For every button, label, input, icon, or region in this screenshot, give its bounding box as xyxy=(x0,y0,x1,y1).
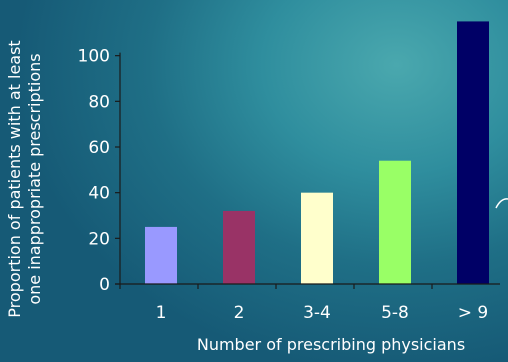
x-category-label: 3-4 xyxy=(303,303,331,323)
y-axis-title-line-1: Proportion of patients with at least xyxy=(5,40,24,317)
x-category-label: > 9 xyxy=(458,303,488,323)
x-axis-title: Number of prescribing physicians xyxy=(197,335,465,354)
bar-3 xyxy=(301,192,333,284)
y-tick-label: 40 xyxy=(88,184,110,204)
bar-1 xyxy=(145,226,177,284)
y-tick-label: 20 xyxy=(88,229,110,249)
bar-2 xyxy=(223,210,255,284)
y-tick-label: 100 xyxy=(78,47,110,67)
x-category-label: 2 xyxy=(234,303,245,323)
y-tick-label: 0 xyxy=(99,275,110,295)
y-tick-label: 80 xyxy=(88,92,110,112)
bars-group xyxy=(145,21,489,285)
x-category-label: 5-8 xyxy=(381,303,409,323)
y-axis-title-line-2: one inappropriate prescriptions xyxy=(25,53,44,304)
bar-5 xyxy=(457,21,489,285)
x-ticks-group: 1 2 3-4 5-8 > 9 xyxy=(119,284,488,323)
y-tick-label: 60 xyxy=(88,138,110,158)
x-category-label: 1 xyxy=(156,303,167,323)
decorative-arc xyxy=(495,198,508,209)
bar-4 xyxy=(379,160,411,284)
y-ticks-group: 0 20 40 60 80 100 xyxy=(78,47,120,295)
